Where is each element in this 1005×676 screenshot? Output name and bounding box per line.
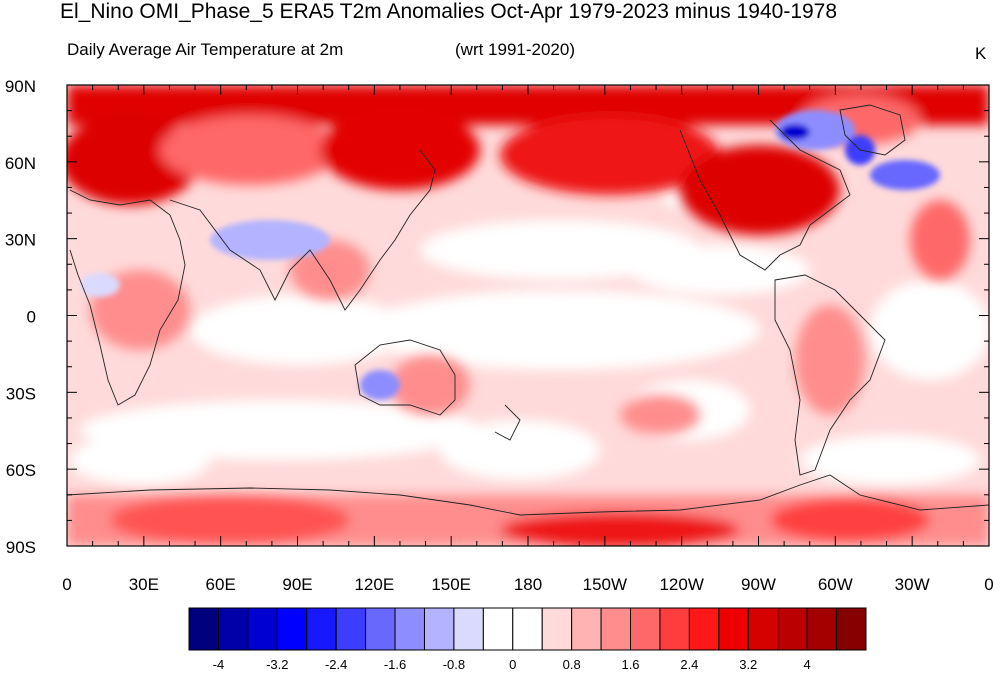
lon-tick-label: 120W xyxy=(659,575,703,594)
colorbar-swatch xyxy=(365,607,396,651)
lat-tick-label: 60S xyxy=(6,461,36,480)
units-label: K xyxy=(975,44,987,63)
colorbar-swatch xyxy=(423,607,455,651)
coastlines xyxy=(67,104,989,516)
colorbar-label: 4 xyxy=(804,657,811,672)
lon-tick-label: 60E xyxy=(206,575,236,594)
colorbar-swatch xyxy=(247,607,278,651)
colorbar-label: 1.6 xyxy=(621,657,639,672)
neutral-regions xyxy=(70,177,989,485)
lon-tick-label: 30E xyxy=(129,575,159,594)
colorbar-swatch xyxy=(777,607,808,651)
colorbar-swatch xyxy=(217,607,249,651)
lat-tick-label: 90N xyxy=(5,77,36,96)
colorbar-swatch xyxy=(453,607,484,651)
colorbar-swatch xyxy=(541,607,573,651)
longitude-axis: 0 30E 60E 90E 120E 150E 180 150W 120W 90W 60W 30W 0 xyxy=(62,85,994,594)
colorbar-swatch xyxy=(806,607,838,651)
lon-tick-label: 0 xyxy=(984,575,993,594)
reference-period-subtitle: (wrt 1991-2020) xyxy=(455,40,576,59)
lon-tick-label: 0 xyxy=(62,575,71,594)
colorbar-label: 0 xyxy=(509,657,516,672)
colorbar-swatch xyxy=(747,607,779,651)
colorbar-swatch xyxy=(512,607,543,651)
cold-regions xyxy=(80,110,940,400)
lat-tick-label: 30N xyxy=(5,231,36,250)
colorbar-swatch xyxy=(306,607,337,651)
colorbar-label: -2.4 xyxy=(325,657,347,672)
colorbar-swatch xyxy=(482,607,514,651)
colorbar: -4 -3.2 -2.4 -1.6 -0.8 0 0.8 1.6 2.4 3.2 4 xyxy=(188,607,867,672)
variable-subtitle: Daily Average Air Temperature at 2m xyxy=(67,40,344,59)
colorbar-swatch xyxy=(688,607,720,651)
lon-tick-label: 150E xyxy=(431,575,471,594)
lon-tick-label: 30W xyxy=(895,575,930,594)
colorbar-label: -1.6 xyxy=(384,657,406,672)
colorbar-swatch xyxy=(630,607,661,651)
colorbar-swatch xyxy=(571,607,602,651)
anomaly-field xyxy=(67,85,989,546)
colorbar-label: 2.4 xyxy=(680,657,698,672)
lon-tick-label: 60W xyxy=(818,575,853,594)
lon-tick-label: 180 xyxy=(514,575,542,594)
colorbar-label: 3.2 xyxy=(739,657,757,672)
colorbar-swatch xyxy=(600,607,632,651)
colorbar-swatch xyxy=(718,607,749,651)
colorbar-label: 0.8 xyxy=(563,657,581,672)
colorbar-label: -3.2 xyxy=(266,657,288,672)
lon-tick-label: 90W xyxy=(741,575,776,594)
colorbar-label: -0.8 xyxy=(443,657,465,672)
lat-tick-label: 90S xyxy=(6,538,36,557)
latitude-axis: 90N 60N 30N 0 30S 60S 90S xyxy=(5,77,989,557)
plot-title: El_Nino OMI_Phase_5 ERA5 T2m Anomalies O… xyxy=(60,0,838,23)
colorbar-swatch xyxy=(659,607,690,651)
colorbar-swatch xyxy=(335,607,367,651)
lat-tick-label: 60N xyxy=(5,154,36,173)
colorbar-swatch xyxy=(394,607,425,651)
lon-tick-label: 150W xyxy=(583,575,627,594)
colorbar-swatch xyxy=(836,607,867,651)
lat-tick-label: 0 xyxy=(27,308,36,327)
lon-tick-label: 90E xyxy=(282,575,312,594)
colorbar-swatch xyxy=(188,607,219,651)
lon-tick-label: 120E xyxy=(354,575,394,594)
colorbar-swatch xyxy=(276,607,308,651)
colorbar-label: -4 xyxy=(213,657,225,672)
lat-tick-label: 30S xyxy=(6,384,36,403)
